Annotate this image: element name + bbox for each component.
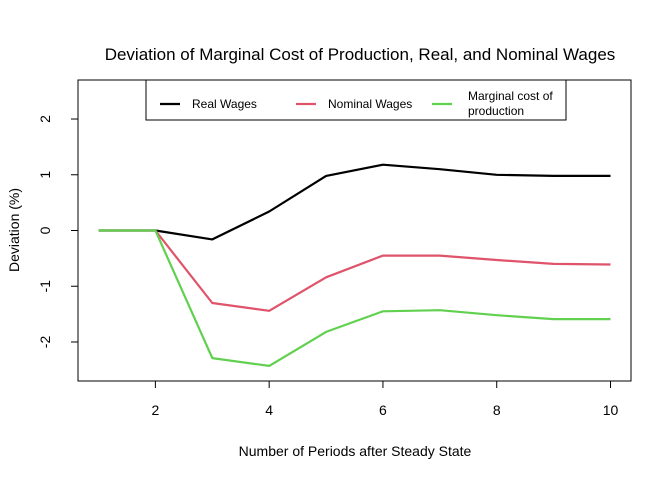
y-tick-label: -2 [37,336,53,349]
x-axis-label: Number of Periods after Steady State [239,443,472,459]
legend-label-1: Nominal Wages [328,97,412,111]
series-layer [98,163,611,367]
x-tick-label: 8 [493,402,501,418]
x-tick-label: 6 [379,402,387,418]
legend-box [145,79,567,121]
series-line-0 [98,163,611,241]
legend: Real Wages Nominal Wages Marginal cost of p… [145,79,567,121]
series-line-2 [98,229,611,367]
x-tick-label: 2 [151,402,159,418]
series-line-1 [98,229,611,312]
y-tick-label: 1 [37,171,53,179]
y-axis-label: Deviation (%) [6,188,22,272]
legend-label-0: Real Wages [192,97,257,111]
x-axis: 2 4 6 8 10 [151,380,619,418]
y-tick-label: -1 [37,280,53,293]
y-tick-label: 2 [37,115,53,123]
legend-label-2: Marginal cost of production [468,89,553,118]
x-tick-label: 10 [603,402,619,418]
x-tick-label: 4 [265,402,273,418]
y-tick-label: 0 [37,226,53,234]
y-axis: -2 -1 0 1 2 [37,115,79,349]
chart-title: Deviation of Marginal Cost of Production… [105,45,616,64]
